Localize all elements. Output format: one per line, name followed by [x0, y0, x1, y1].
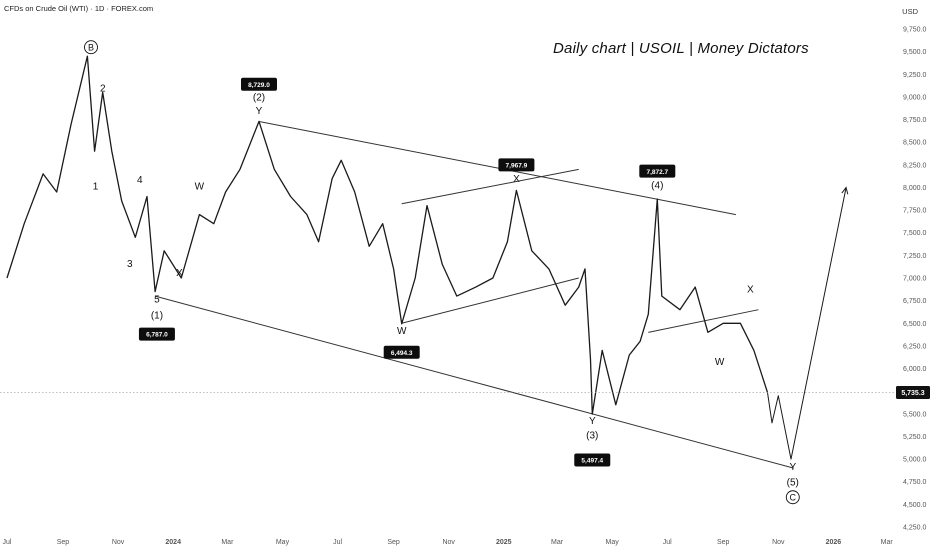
y-tick-label: 9,000.0 [903, 94, 926, 101]
y-tick-label: 4,750.0 [903, 479, 926, 486]
price-series-line [6, 55, 769, 415]
price-flag-label: 7,967.9 [506, 162, 528, 169]
x-tick-label: Nov [772, 539, 785, 546]
y-tick-label: 4,250.0 [903, 525, 926, 532]
wave-label: 1 [93, 181, 99, 192]
axis-layer: 9,750.0 9,500.0 9,250.0 9,000.0 8,750.0 8,500… [0, 27, 930, 546]
price-flag-box [240, 77, 277, 91]
x-tick-label: Sep [717, 539, 730, 546]
x-tick-label: May [606, 539, 620, 546]
y-tick-label: 9,250.0 [903, 72, 926, 79]
x-tick-label: Mar [221, 539, 234, 546]
current-price-tag [896, 386, 930, 400]
projection-path-line [767, 187, 847, 460]
y-tick-label: 6,500.0 [903, 321, 926, 328]
trendline [154, 295, 794, 469]
wave-label: W [195, 181, 205, 192]
y-tick-label: 5,500.0 [903, 411, 926, 418]
x-tick-label: Jul [3, 539, 12, 546]
x-tick-label: Sep [57, 539, 70, 546]
price-flag-box [138, 327, 175, 341]
x-tick-label: Nov [442, 539, 455, 546]
wave-label: C [790, 493, 797, 503]
y-tick-label: 9,750.0 [903, 27, 926, 34]
wave-label: (5) [787, 477, 799, 488]
x-tick-label: Jul [333, 539, 342, 546]
y-tick-label: 7,500.0 [903, 230, 926, 237]
current-price-label: 5,735.3 [901, 390, 924, 397]
wave-label: W [715, 357, 725, 368]
x-tick-label: Jul [663, 539, 672, 546]
price-flag-box [498, 158, 535, 172]
price-flag-label: 6,494.3 [391, 350, 413, 357]
wave-label-circle [785, 490, 800, 505]
price-flag-label: 5,497.4 [581, 458, 603, 465]
y-tick-label: 6,000.0 [903, 366, 926, 373]
projection-arrowhead [841, 186, 849, 195]
trendline [401, 168, 579, 205]
wave-label: 5 [154, 294, 160, 305]
y-tick-label: 8,750.0 [903, 117, 926, 124]
wave-label: Y [789, 462, 796, 473]
y-tick-label: 5,250.0 [903, 434, 926, 441]
x-tick-label: Mar [551, 539, 564, 546]
x-tick-label: 2025 [496, 539, 512, 546]
y-tick-label: 5,000.0 [903, 457, 926, 464]
wave-label: X [176, 268, 183, 279]
wave-label: 4 [137, 175, 143, 186]
price-flag-label: 6,787.0 [146, 332, 168, 339]
y-tick-label: 6,750.0 [903, 298, 926, 305]
x-tick-label: May [276, 539, 290, 546]
wave-label: 3 [127, 259, 133, 270]
x-tick-label: Nov [112, 539, 125, 546]
y-tick-label: 9,500.0 [903, 49, 926, 56]
wave-label: W [397, 326, 407, 337]
y-tick-label: 8,250.0 [903, 162, 926, 169]
y-tick-label: 4,500.0 [903, 502, 926, 509]
x-tick-label: 2026 [826, 539, 842, 546]
wave-label: X [513, 174, 520, 185]
wave-label: (4) [651, 180, 663, 191]
trendline [401, 277, 579, 324]
price-flag-box [574, 453, 611, 467]
price-flag-label: 7,872.7 [646, 169, 668, 176]
x-tick-label: Mar [881, 539, 894, 546]
wave-label: (1) [151, 311, 163, 322]
wave-label-circle [84, 40, 98, 55]
x-tick-label: 2024 [165, 539, 181, 546]
y-tick-label: 7,250.0 [903, 253, 926, 260]
trendline [258, 120, 736, 216]
wave-label: 2 [100, 83, 106, 94]
wave-label: (3) [586, 430, 598, 441]
chart-title: Daily chart | USOIL | Money Dictators [553, 40, 809, 57]
price-flag-box [383, 345, 420, 359]
y-tick-label: 7,000.0 [903, 276, 926, 283]
symbol-header: CFDs on Crude Oil (WTI) · 1D · FOREX.com [4, 4, 154, 13]
trendline [648, 309, 759, 333]
wave-label: (2) [253, 93, 265, 104]
currency-label: USD [902, 7, 918, 16]
price-flag-label: 8,729.0 [248, 82, 270, 89]
y-tick-label: 8,000.0 [903, 185, 926, 192]
wave-label: Y [589, 416, 596, 427]
wave-label: Y [256, 106, 263, 117]
price-layer [6, 55, 849, 460]
y-tick-label: 7,750.0 [903, 208, 926, 215]
y-tick-label: 6,250.0 [903, 343, 926, 350]
wave-label: X [747, 284, 754, 295]
y-tick-label: 8,500.0 [903, 140, 926, 147]
price-flag-box [639, 164, 676, 178]
wave-label: B [88, 43, 94, 53]
x-tick-label: Sep [387, 539, 400, 546]
trendline-layer [154, 120, 794, 469]
wave-label-layer: B 2 1 4 3 5 (1) W X (2) Y W X (4) Y (3) X W Y (5) C 8,729.0 6,… [84, 40, 800, 505]
